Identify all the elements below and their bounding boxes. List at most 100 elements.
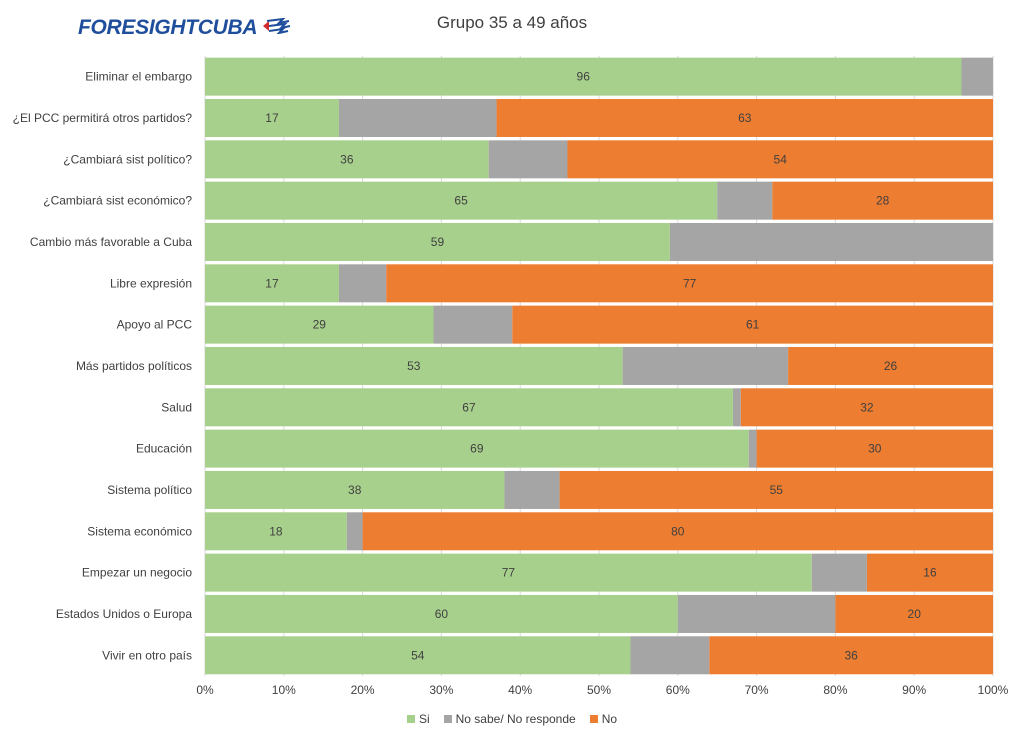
x-tick-label: 100% [978, 683, 1009, 697]
bar-segment-no [772, 181, 993, 220]
data-label: 61 [746, 318, 760, 332]
category-label: Más partidos políticos [76, 359, 192, 373]
legend-item-si: Si [406, 712, 430, 726]
data-label: 60 [435, 607, 449, 621]
foresightcuba-logo: FORESIGHTCUBA [78, 16, 291, 40]
data-label: 63 [738, 111, 752, 125]
legend-swatch [406, 715, 415, 723]
data-label: 67 [462, 400, 476, 414]
legend-label: No [601, 712, 618, 726]
category-label: Sistema económico [87, 524, 192, 538]
bar-segment-si [205, 553, 812, 592]
bar-segment-no [567, 140, 993, 179]
bar-segment-no [709, 636, 993, 675]
bar-segment-no [386, 264, 993, 303]
data-label: 36 [340, 152, 354, 166]
data-label: 55 [770, 483, 784, 497]
bar-segment-si [205, 636, 631, 675]
legend-item-no: No [589, 712, 618, 726]
x-tick-label: 10% [272, 683, 296, 697]
data-label: 69 [470, 442, 484, 456]
bar-segment-si [205, 470, 505, 509]
bar-segment-ns [732, 388, 741, 427]
bar-segment-no [496, 98, 993, 137]
x-tick-label: 40% [508, 683, 532, 697]
logo-text: FORESIGHTCUBA [78, 16, 258, 39]
bar-segment-si [205, 388, 733, 427]
cuba-flag-icon [261, 17, 291, 39]
bar-segment-si [205, 346, 623, 385]
data-label: 17 [265, 111, 279, 125]
category-label: ¿Cambiará sist económico? [43, 194, 192, 208]
x-tick-label: 60% [666, 683, 690, 697]
data-label: 80 [671, 524, 685, 538]
x-tick-label: 70% [745, 683, 769, 697]
category-label: Educación [136, 442, 192, 456]
bar-segment-si [205, 512, 347, 551]
bar-segment-no [835, 594, 993, 633]
bar-segment-si [205, 57, 962, 96]
bar-segment-no [512, 305, 993, 344]
legend-label: Si [418, 712, 430, 726]
bar-segment-si [205, 305, 434, 344]
category-label: ¿El PCC permitirá otros partidos? [13, 111, 193, 125]
data-label: 38 [348, 483, 362, 497]
bar-segment-ns [717, 181, 773, 220]
bar-segment-si [205, 594, 678, 633]
legend-swatch [443, 715, 452, 723]
data-label: 29 [313, 318, 327, 332]
bar-segment-ns [488, 140, 568, 179]
bar-segment-ns [346, 512, 363, 551]
data-label: 17 [265, 276, 279, 290]
category-label: Empezar un negocio [82, 566, 192, 580]
category-label: Sistema político [107, 483, 192, 497]
bar-segment-si [205, 140, 489, 179]
category-label: Libre expresión [110, 276, 192, 290]
legend-item-ns: No sabe/ No responde [443, 712, 576, 726]
bar-segment-si [205, 98, 339, 137]
bar-segment-ns [811, 553, 867, 592]
data-label: 77 [683, 276, 697, 290]
category-label: Eliminar el embargo [85, 70, 192, 84]
x-tick-label: 20% [351, 683, 375, 697]
bar-segment-ns [748, 429, 757, 468]
legend: Si No sabe/ No responde No [0, 712, 1024, 726]
category-label: ¿Cambiará sist político? [63, 152, 192, 166]
bar-segment-no [362, 512, 994, 551]
data-label: 77 [502, 566, 516, 580]
category-label: Apoyo al PCC [117, 318, 193, 332]
bar-segment-no [559, 470, 993, 509]
x-tick-label: 90% [902, 683, 926, 697]
data-label: 53 [407, 359, 421, 373]
data-label: 32 [860, 400, 874, 414]
bar-segment-no [740, 388, 993, 427]
bar-segment-si [205, 222, 670, 261]
data-label: 30 [868, 442, 882, 456]
bar-segment-ns [961, 57, 993, 96]
data-label: 20 [908, 607, 922, 621]
data-label: 96 [577, 70, 591, 84]
bar-segment-si [205, 181, 718, 220]
category-label: Estados Unidos o Europa [56, 607, 192, 621]
bar-segment-ns [630, 636, 710, 675]
bar-segment-ns [504, 470, 560, 509]
category-label: Vivir en otro país [102, 648, 192, 662]
bar-segment-si [205, 264, 339, 303]
category-label: Salud [161, 400, 192, 414]
data-label: 54 [411, 648, 425, 662]
bar-segment-no [788, 346, 993, 385]
data-label: 65 [454, 194, 468, 208]
data-label: 26 [884, 359, 898, 373]
data-label: 18 [269, 524, 283, 538]
chart-title: Grupo 35 a 49 años [436, 13, 588, 32]
bar-segment-ns [338, 264, 387, 303]
x-tick-label: 50% [587, 683, 611, 697]
data-label: 16 [923, 566, 937, 580]
bar-segment-ns [669, 222, 993, 261]
bar-segment-ns [433, 305, 513, 344]
category-label: Cambio más favorable a Cuba [30, 235, 192, 249]
data-label: 54 [774, 152, 788, 166]
bar-segment-ns [622, 346, 789, 385]
x-tick-label: 30% [429, 683, 453, 697]
